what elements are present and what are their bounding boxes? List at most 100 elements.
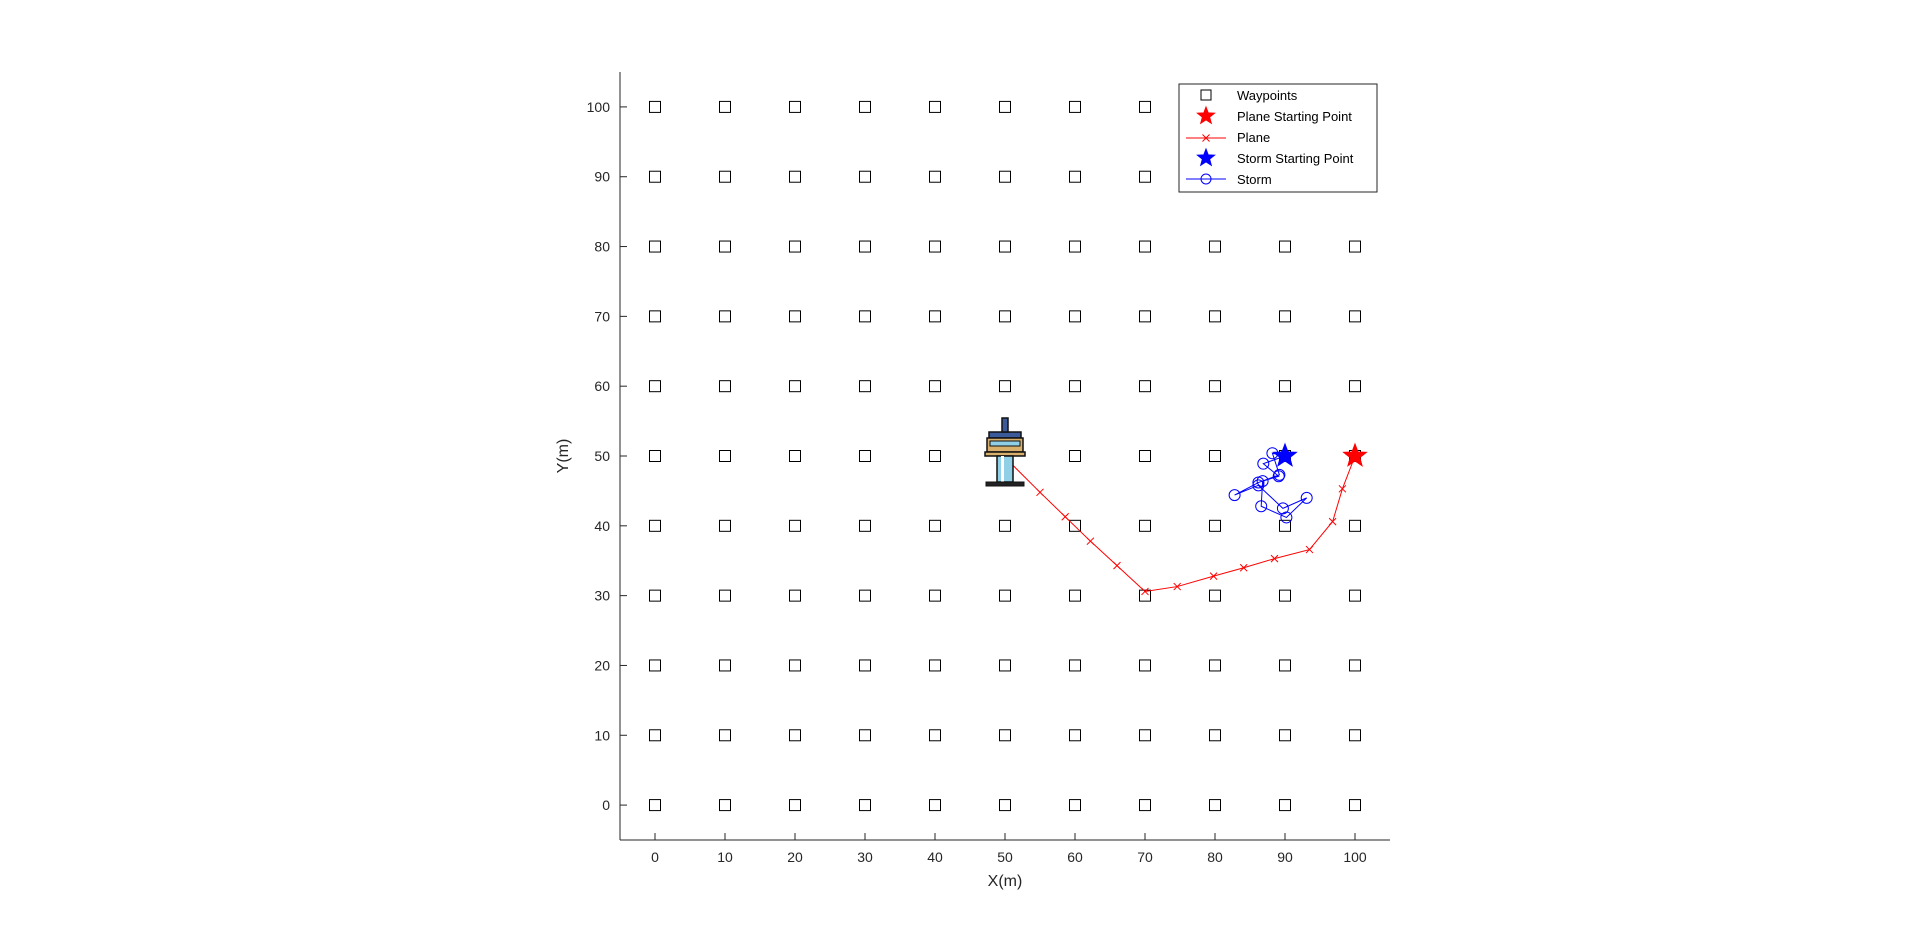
legend-star-marker-red bbox=[1196, 105, 1216, 125]
waypoint-marker bbox=[1209, 659, 1221, 672]
plane-start-star bbox=[1342, 442, 1368, 467]
x-tick-label: 20 bbox=[787, 849, 803, 865]
waypoint-marker bbox=[929, 450, 941, 462]
storm-point-marker bbox=[1272, 470, 1285, 483]
plane-series bbox=[1001, 442, 1368, 596]
y-tick-label: 90 bbox=[594, 169, 610, 185]
waypoint-marker bbox=[1349, 799, 1361, 812]
x-tick-label: 60 bbox=[1067, 849, 1083, 865]
waypoint-marker bbox=[649, 380, 661, 393]
y-tick-label: 10 bbox=[594, 727, 610, 743]
plane-point-marker bbox=[1141, 587, 1149, 596]
waypoint-marker bbox=[1139, 240, 1151, 253]
waypoint-marker bbox=[1349, 380, 1361, 393]
waypoint-marker bbox=[719, 519, 731, 532]
y-axis-label: Y(m) bbox=[555, 439, 572, 474]
waypoint-marker bbox=[1279, 519, 1291, 532]
waypoint-marker bbox=[859, 589, 871, 602]
waypoint-marker bbox=[789, 799, 801, 812]
waypoint-marker bbox=[649, 450, 661, 462]
legend-x-marker bbox=[1202, 134, 1210, 142]
storm-point-marker bbox=[1273, 468, 1286, 481]
storm-point-marker bbox=[1228, 489, 1241, 502]
waypoint-marker bbox=[789, 659, 801, 672]
waypoint-marker bbox=[859, 310, 871, 323]
waypoint-marker bbox=[859, 659, 871, 672]
waypoint-marker bbox=[1139, 659, 1151, 672]
waypoint-marker bbox=[719, 310, 731, 323]
x-tick-label: 30 bbox=[857, 849, 873, 865]
waypoint-marker bbox=[859, 519, 871, 532]
waypoint-marker bbox=[1209, 450, 1221, 462]
plane-point-marker bbox=[1239, 563, 1248, 572]
waypoint-marker bbox=[649, 170, 661, 183]
waypoint-marker bbox=[929, 589, 941, 602]
waypoint-marker bbox=[1139, 450, 1151, 462]
waypoint-marker bbox=[1279, 589, 1291, 602]
x-tick-label: 80 bbox=[1207, 849, 1223, 865]
waypoint-marker bbox=[1069, 100, 1081, 113]
waypoint-marker bbox=[719, 170, 731, 183]
legend-square-marker bbox=[1200, 89, 1212, 101]
y-tick-label: 0 bbox=[602, 797, 610, 813]
waypoint-marker bbox=[649, 519, 661, 532]
waypoint-marker bbox=[1139, 589, 1151, 602]
tower-cab-roof bbox=[988, 431, 1022, 439]
y-ticks: 0 10 20 30 40 50 60 70 80 90 100 bbox=[587, 99, 627, 813]
y-tick-label: 40 bbox=[594, 518, 610, 534]
waypoint-marker bbox=[1209, 240, 1221, 253]
x-tick-label: 40 bbox=[927, 849, 943, 865]
storm-path-line bbox=[1234, 452, 1308, 519]
y-tick-label: 80 bbox=[594, 239, 610, 255]
waypoint-marker bbox=[1279, 310, 1291, 323]
x-tick-label: 70 bbox=[1137, 849, 1153, 865]
waypoint-marker bbox=[1069, 170, 1081, 183]
x-axis-label: X(m) bbox=[988, 873, 1023, 890]
waypoint-marker bbox=[999, 799, 1011, 812]
waypoint-marker bbox=[1209, 729, 1221, 742]
waypoint-marker bbox=[859, 450, 871, 462]
waypoint-marker bbox=[1279, 659, 1291, 672]
storm-point-marker bbox=[1256, 475, 1269, 488]
waypoint-marker bbox=[1279, 729, 1291, 742]
waypoint-marker bbox=[999, 589, 1011, 602]
waypoint-marker bbox=[929, 799, 941, 812]
waypoint-marker bbox=[789, 310, 801, 323]
waypoint-marker bbox=[859, 240, 871, 253]
storm-point-marker bbox=[1300, 491, 1313, 504]
waypoint-marker bbox=[1209, 519, 1221, 532]
waypoint-marker bbox=[1349, 310, 1361, 323]
waypoint-marker bbox=[649, 589, 661, 602]
tower-shaft-highlight bbox=[1001, 456, 1004, 482]
waypoint-marker bbox=[789, 170, 801, 183]
waypoint-marker bbox=[999, 240, 1011, 253]
plane-point-marker bbox=[1061, 512, 1070, 521]
waypoint-marker bbox=[719, 799, 731, 812]
waypoint-marker bbox=[1139, 310, 1151, 323]
waypoint-marker bbox=[1139, 519, 1151, 532]
y-tick-label: 50 bbox=[594, 448, 610, 464]
legend-label-storm: Storm bbox=[1237, 172, 1272, 187]
waypoint-marker bbox=[789, 519, 801, 532]
x-tick-label: 90 bbox=[1277, 849, 1293, 865]
y-tick-label: 100 bbox=[587, 99, 611, 115]
legend-entry-storm: Storm bbox=[1186, 172, 1272, 187]
x-tick-label: 100 bbox=[1343, 849, 1367, 865]
waypoint-marker bbox=[859, 729, 871, 742]
waypoint-marker bbox=[999, 659, 1011, 672]
x-tick-label: 50 bbox=[997, 849, 1013, 865]
tower-shaft bbox=[996, 455, 1014, 483]
waypoint-marker bbox=[789, 589, 801, 602]
waypoint-marker bbox=[1349, 519, 1361, 532]
waypoint-marker bbox=[1279, 240, 1291, 253]
waypoint-marker bbox=[719, 240, 731, 253]
waypoint-marker bbox=[1139, 170, 1151, 183]
waypoint-marker bbox=[929, 100, 941, 113]
y-tick-label: 30 bbox=[594, 588, 610, 604]
waypoint-marker bbox=[999, 310, 1011, 323]
plane-point-marker bbox=[1036, 488, 1044, 497]
waypoint-marker bbox=[999, 100, 1011, 113]
legend-label-storm-start: Storm Starting Point bbox=[1237, 151, 1354, 166]
waypoint-marker bbox=[719, 100, 731, 113]
